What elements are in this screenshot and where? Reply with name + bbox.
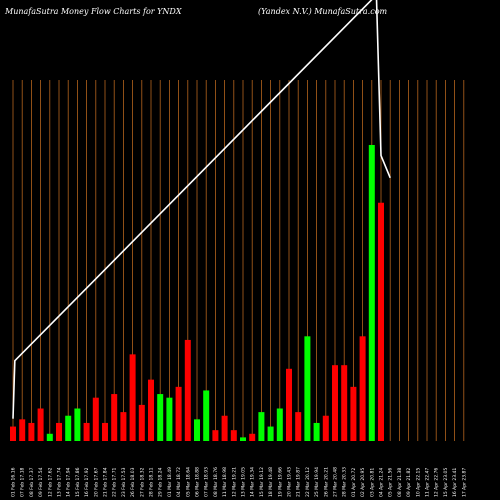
x-tick-label: 01 Apr 20.72 [351,468,357,497]
money-flow-bar [46,433,53,441]
x-tick-label: 16 Apr 23.41 [452,468,458,497]
money-flow-bar [175,386,182,441]
x-tick-label: 01 Mar 18.49 [167,467,173,497]
money-flow-bar [267,426,274,441]
money-flow-bar [148,379,154,441]
x-tick-label: 12 Feb 17.62 [47,467,53,497]
money-flow-bar [221,415,228,441]
x-tick-label: 01 Feb 16.16 [11,467,17,497]
x-tick-label: 16 Feb 17.92 [84,467,90,497]
money-flow-bar [322,415,329,441]
x-tick-label: 21 Mar 19.87 [296,467,302,497]
money-flow-bar [10,426,16,441]
x-tick-label: 27 Mar 20.48 [333,467,339,497]
money-flow-bar [102,422,108,441]
x-tick-label: 21 Feb 17.84 [103,467,109,497]
x-tick-label: 26 Mar 20.21 [323,467,329,497]
x-tick-label: 10 Apr 22.15 [415,468,421,497]
money-flow-bar [111,394,118,441]
x-tick-label: 15 Mar 19.12 [259,467,265,497]
chart-subtitle: (Yandex N.V.) MunafaSutra.com [258,7,388,16]
x-tick-label: 28 Mar 20.33 [342,467,348,497]
x-tick-label: 22 Mar 20.12 [305,467,311,497]
x-tick-label: 06 Mar 18.88 [195,467,201,497]
x-tick-label: 14 Feb 17.94 [66,467,72,497]
money-flow-bar [350,386,357,441]
money-flow-bar [120,412,127,441]
money-flow-bar [276,408,283,441]
x-tick-label: 09 Feb 17.54 [38,467,44,497]
money-flow-bars [10,144,384,442]
x-tick-label: 28 Feb 18.11 [149,467,155,497]
money-flow-bar [166,397,173,441]
money-flow-bar [65,415,72,441]
x-tick-label: 18 Mar 19.48 [268,467,274,497]
x-tick-label: 03 Apr 20.81 [369,468,375,497]
x-tick-label: 02 Apr 20.95 [360,468,366,497]
x-tick-label: 05 Mar 18.64 [185,467,191,497]
x-tick-label: 15 Feb 17.86 [75,467,81,497]
money-flow-bar [28,422,35,441]
chart-title: MunafaSutra Money Flow Charts for YNDX [5,7,182,16]
x-tick-label: 07 Mar 18.93 [204,467,210,497]
x-tick-label: 09 Apr 21.82 [406,468,412,497]
money-flow-bar [359,336,366,441]
money-flow-bar [295,412,302,441]
money-flow-bar [56,422,62,441]
x-tick-label: 12 Apr 22.76 [434,468,440,497]
money-flow-bar [286,368,292,441]
money-flow-bar [37,408,44,441]
x-tick-label: 14 Mar 19.34 [250,467,256,497]
money-flow-bar [138,404,145,441]
x-tick-label: 23 Feb 17.53 [121,467,127,497]
x-tick-label: 11 Apr 22.47 [425,468,431,497]
x-tick-label: 15 Apr 23.05 [443,468,449,497]
x-tick-label: 07 Feb 17.18 [20,467,26,497]
price-line-layer [12,0,391,419]
x-tick-label: 13 Feb 17.74 [57,467,63,497]
x-tick-label: 22 Feb 17.71 [112,467,118,497]
money-flow-bar [184,339,191,441]
x-tick-label: 17 Apr 23.87 [461,468,467,497]
x-tick-label: 20 Feb 17.67 [93,467,99,497]
money-flow-bar [83,422,90,441]
x-tick-label: 04 Apr 21.24 [379,468,385,497]
x-tick-label: 04 Mar 18.72 [176,467,182,497]
x-tick-label: 08 Feb 17.37 [29,467,35,497]
money-flow-bar [230,430,237,441]
x-tick-label: 13 Mar 19.05 [241,467,247,497]
money-flow-bar [19,419,26,441]
money-flow-bar [92,397,99,441]
x-tick-labels: 01 Feb 16.16 07 Feb 17.18 08 Feb 17.37 09 F… [11,467,468,497]
money-flow-bar [129,354,136,441]
x-tick-label: 25 Mar 19.94 [314,467,320,497]
x-tick-label: 08 Mar 18.76 [213,467,219,497]
x-tick-label: 20 Mar 19.43 [287,467,293,497]
money-flow-bar [304,336,311,441]
money-flow-bar [194,419,200,441]
money-flow-bar [212,430,219,441]
money-flow-bar [332,365,338,441]
x-tick-label: 08 Apr 21.38 [397,468,403,497]
x-tick-label: 11 Mar 18.98 [222,467,228,497]
price-line [12,0,391,419]
money-flow-bar [368,144,375,442]
money-flow-bar [74,408,81,441]
x-tick-label: 12 Mar 19.21 [231,467,237,497]
x-tick-label: 26 Feb 18.03 [130,467,136,497]
money-flow-bar [258,412,265,441]
x-tick-label: 27 Feb 18.32 [139,467,145,497]
money-flow-bar [203,390,210,441]
money-flow-bar [313,422,320,441]
x-tick-label: 19 Mar 19.66 [277,467,283,497]
money-flow-bar [378,202,384,441]
x-tick-label: 05 Apr 21.56 [388,468,394,497]
x-tick-label: 29 Feb 18.24 [158,467,164,497]
money-flow-bar [240,437,246,441]
money-flow-bar [157,394,164,441]
money-flow-bar [341,365,348,441]
money-flow-bar [249,433,256,441]
grid-lines [12,80,465,441]
